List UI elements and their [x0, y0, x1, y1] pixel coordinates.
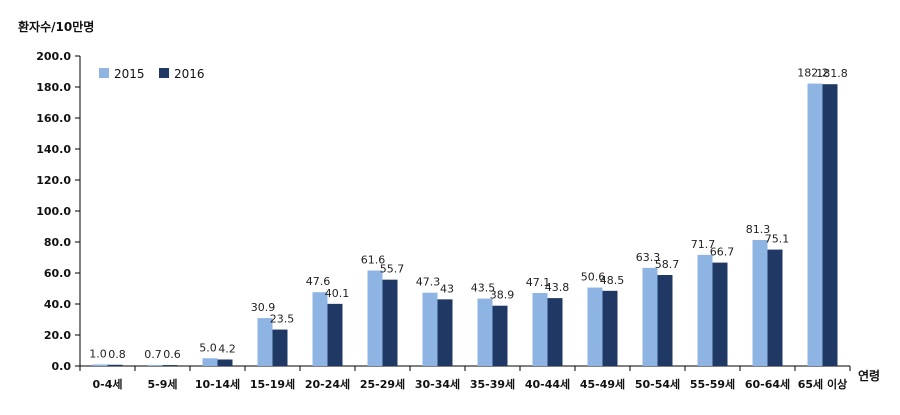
data-label-2016-3: 23.5 [270, 313, 295, 326]
bar-2015-12 [752, 239, 768, 366]
data-label-2016-9: 48.5 [600, 274, 625, 287]
bar-2015-7 [477, 298, 493, 366]
x-axis-title: 연령 [858, 368, 880, 383]
x-tick-label: 25-29세 [360, 377, 405, 391]
x-tick-label: 35-39세 [470, 377, 515, 391]
bar-2015-6 [422, 292, 438, 366]
data-label-2016-2: 4.2 [218, 342, 236, 355]
axes: 0.0 20.0 40.0 60.0 80.0 100.0 120.0 140.0 160.0 1… [36, 50, 851, 391]
legend-label-2016: 2016 [174, 67, 205, 81]
data-label-2016-6: 43 [440, 282, 454, 295]
bar-2016-10 [657, 275, 673, 366]
data-label-2016-10: 58.7 [655, 258, 680, 271]
bar-2015-9 [587, 287, 603, 366]
bar-2016-9 [602, 290, 618, 366]
bar-2015-4 [312, 292, 328, 366]
data-label-2015-6: 47.3 [416, 276, 441, 289]
bar-2016-13 [822, 84, 838, 367]
bar-2016-8 [547, 298, 563, 366]
x-tick-label: 40-44세 [525, 377, 570, 391]
bar-2016-7 [492, 305, 508, 366]
bar-2016-6 [437, 299, 453, 366]
bar-2015-1 [147, 364, 163, 366]
bar-2016-12 [767, 249, 783, 366]
bar-2016-3 [272, 329, 288, 366]
data-label-2015-9: 50.6 [581, 271, 606, 284]
bar-2016-0 [107, 364, 123, 366]
bar-2015-8 [532, 292, 548, 366]
data-label-2016-13: 181.8 [816, 67, 848, 80]
data-label-2015-8: 47.1 [526, 276, 551, 289]
data-label-2015-4: 47.6 [306, 275, 331, 288]
y-tick-label: 80.0 [44, 236, 71, 249]
data-label-2016-4: 40.1 [325, 287, 350, 300]
data-label-2016-7: 38.9 [490, 289, 515, 302]
data-label-2016-0: 0.8 [108, 348, 126, 361]
x-tick-label: 50-54세 [635, 377, 680, 391]
data-label-2015-7: 43.5 [471, 282, 496, 295]
data-label-2015-12: 81.3 [746, 223, 771, 236]
bar-2016-5 [382, 279, 398, 366]
y-tick-label: 20.0 [44, 329, 71, 342]
data-label-2015-13: 182.2 [797, 67, 829, 80]
legend-swatch-2015 [99, 68, 109, 78]
legend: 2015 2016 [99, 67, 205, 81]
y-axis-title: 환자수/10만명 [18, 19, 94, 34]
bar-2016-1 [162, 365, 178, 366]
bar-2015-5 [367, 270, 383, 366]
data-label-2015-10: 63.3 [636, 251, 661, 264]
data-label-2015-5: 61.6 [361, 254, 386, 267]
y-tick-label: 200.0 [36, 50, 71, 63]
x-tick-label: 60-64세 [745, 377, 790, 391]
y-tick-label: 160.0 [36, 112, 71, 125]
x-tick-label: 55-59세 [690, 377, 735, 391]
bar-2015-0 [92, 364, 108, 366]
x-tick-label: 5-9세 [148, 377, 178, 391]
bar-2015-11 [697, 254, 713, 366]
data-label-2016-12: 75.1 [765, 233, 790, 246]
y-tick-label: 100.0 [36, 205, 71, 218]
data-label-2016-8: 43.8 [545, 281, 570, 294]
data-label-2016-11: 66.7 [710, 246, 735, 259]
y-tick-label: 0.0 [52, 360, 72, 373]
y-tick-label: 40.0 [44, 298, 71, 311]
data-label-2016-5: 55.7 [380, 263, 405, 276]
y-tick-label: 120.0 [36, 174, 71, 187]
bar-2015-3 [257, 318, 273, 366]
x-tick-label: 45-49세 [580, 377, 625, 391]
data-label-2015-0: 1.0 [89, 347, 107, 360]
bar-2016-4 [327, 303, 343, 366]
x-tick-label: 0-4세 [93, 377, 123, 391]
bar-2016-11 [712, 262, 728, 366]
y-tick-label: 60.0 [44, 267, 71, 280]
legend-label-2015: 2015 [114, 67, 145, 81]
data-label-2015-1: 0.7 [144, 348, 162, 361]
data-labels: 1.0 0.7 5.0 30.9 47.6 61.6 47.3 43.5 47.1 50.6 63.… [89, 67, 848, 361]
x-tick-label: 20-24세 [305, 377, 350, 391]
bars [92, 83, 838, 367]
data-label-2015-2: 5.0 [199, 341, 217, 354]
x-tick-label: 65세 이상 [798, 377, 848, 391]
x-tick-label: 30-34세 [415, 377, 460, 391]
bar-2015-2 [202, 358, 218, 366]
data-label-2015-11: 71.7 [691, 238, 716, 251]
y-tick-label: 140.0 [36, 143, 71, 156]
data-label-2015-3: 30.9 [251, 301, 276, 314]
bar-2015-10 [642, 267, 658, 366]
bar-2016-2 [217, 359, 233, 366]
legend-swatch-2016 [159, 68, 169, 78]
bar-2015-13 [807, 83, 823, 366]
x-tick-label: 10-14세 [195, 377, 240, 391]
y-tick-label: 180.0 [36, 81, 71, 94]
data-label-2016-1: 0.6 [163, 348, 181, 361]
x-tick-label: 15-19세 [250, 377, 295, 391]
